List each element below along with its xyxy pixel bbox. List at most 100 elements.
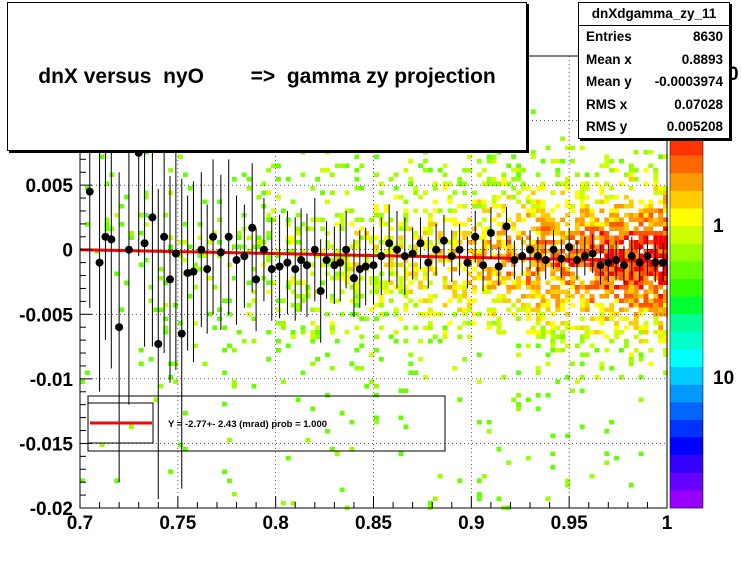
heatmap-cell (506, 217, 512, 222)
heatmap-cell (609, 208, 615, 213)
heatmap-cell (619, 226, 624, 231)
profile-point (541, 256, 550, 265)
heatmap-cell (565, 181, 570, 186)
heatmap-cell (663, 204, 668, 209)
heatmap-cell (555, 334, 561, 339)
heatmap-cell (599, 303, 605, 308)
heatmap-cell (663, 235, 668, 240)
heatmap-cell (619, 204, 624, 209)
palette-segment (670, 455, 703, 473)
heatmap-cell (658, 253, 664, 258)
heatmap-cell (481, 235, 487, 240)
heatmap-cell (579, 294, 585, 299)
heatmap-cell (349, 420, 355, 425)
heatmap-cell (658, 330, 664, 335)
profile-point (209, 232, 218, 241)
heatmap-cell (594, 316, 600, 321)
heatmap-cell (476, 222, 482, 227)
heatmap-cell (383, 208, 389, 213)
heatmap-cell (359, 334, 365, 339)
heatmap-cell (491, 154, 497, 159)
heatmap-cell (354, 244, 360, 249)
heatmap-cell (320, 217, 325, 222)
heatmap-cell (525, 213, 531, 218)
heatmap-cell (550, 348, 556, 353)
palette-segment (670, 402, 703, 421)
heatmap-cell (535, 312, 541, 317)
heatmap-cell (501, 276, 507, 281)
heatmap-cell (545, 145, 551, 150)
heatmap-cell (408, 289, 414, 294)
profile-point (203, 265, 212, 274)
heatmap-cell (516, 298, 521, 303)
heatmap-cell (496, 298, 502, 303)
heatmap-cell (305, 285, 311, 290)
heatmap-cell (599, 226, 605, 231)
heatmap-cell (447, 249, 453, 254)
heatmap-cell (251, 298, 257, 303)
heatmap-cell (383, 289, 389, 294)
heatmap-cell (540, 330, 546, 335)
heatmap-cell (525, 307, 531, 312)
heatmap-cell (476, 253, 482, 258)
heatmap-cell (310, 339, 316, 344)
heatmap-cell (354, 186, 360, 191)
heatmap-cell (658, 334, 664, 339)
heatmap-cell (472, 312, 477, 317)
heatmap-cell (653, 330, 659, 335)
heatmap-cell (178, 442, 183, 447)
heatmap-cell (329, 172, 335, 177)
heatmap-cell (462, 222, 468, 227)
heatmap-cell (437, 474, 443, 479)
heatmap-cell (633, 316, 639, 321)
heatmap-cell (565, 321, 570, 326)
heatmap-cell (320, 280, 325, 285)
heatmap-cell (530, 109, 536, 114)
heatmap-cell (609, 240, 615, 245)
heatmap-cell (462, 285, 468, 290)
heatmap-cell (584, 213, 590, 218)
profile-point (240, 252, 249, 261)
heatmap-cell (506, 240, 512, 245)
heatmap-cell (187, 186, 193, 191)
heatmap-cell (589, 267, 595, 272)
heatmap-cell (334, 451, 340, 456)
heatmap-cell (344, 271, 350, 276)
heatmap-cell (614, 321, 619, 326)
heatmap-cell (143, 222, 149, 227)
heatmap-cell (452, 285, 458, 290)
heatmap-cell (325, 393, 330, 398)
heatmap-cell (653, 217, 659, 222)
fit-legend: Y = -2.77+- 2.43 (mrad) prob = 1.000 (87, 395, 446, 452)
heatmap-cell (604, 285, 610, 290)
heatmap-cell (643, 298, 649, 303)
heatmap-cell (163, 325, 169, 330)
heatmap-cell (623, 231, 629, 236)
heatmap-cell (222, 370, 227, 375)
heatmap-cell (354, 298, 360, 303)
heatmap-cell (560, 267, 566, 272)
heatmap-cell (633, 150, 639, 155)
heatmap-cell (525, 235, 531, 240)
heatmap-cell (663, 294, 668, 299)
heatmap-cell (325, 199, 330, 204)
heatmap-cell (339, 222, 345, 227)
heatmap-cell (574, 325, 580, 330)
heatmap-cell (496, 240, 502, 245)
heatmap-cell (579, 388, 585, 393)
heatmap-cell (129, 231, 134, 236)
heatmap-cell (418, 357, 423, 362)
heatmap-cell (594, 226, 600, 231)
heatmap-cell (339, 411, 345, 416)
heatmap-cell (516, 402, 521, 407)
heatmap-cell (271, 163, 276, 168)
heatmap-cell (584, 244, 590, 249)
heatmap-cell (481, 267, 487, 272)
heatmap-cell (329, 447, 335, 452)
heatmap-cell (511, 303, 517, 308)
heatmap-cell (540, 294, 546, 299)
heatmap-cell (300, 249, 306, 254)
heatmap-cell (491, 280, 497, 285)
heatmap-cell (290, 289, 296, 294)
heatmap-cell (506, 181, 512, 186)
